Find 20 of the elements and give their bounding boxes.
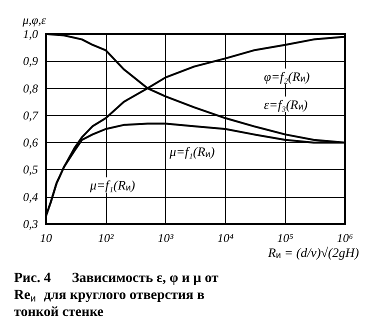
annotation: μ=f₁(Rи) [89, 178, 136, 192]
y-tick-label: 0,4 [23, 190, 38, 204]
y-tick-label: 0,5 [23, 162, 38, 177]
x-tick-label: 10³ [158, 231, 174, 245]
x-tick-label: 10⁵ [277, 231, 294, 245]
y-tick-label: 0,3 [23, 217, 38, 231]
x-axis-title: Rи = (d/ν)√(2gH) [266, 245, 360, 260]
x-tick-label: 10² [98, 231, 114, 245]
annotation: μ=f₁(Rи) [168, 144, 215, 160]
y-tick-label: 0,6 [23, 136, 38, 150]
y-tick-label: 1,0 [23, 27, 38, 41]
y-axis-title: μ,φ,ε [22, 13, 46, 27]
x-tick-label: 10⁴ [217, 231, 234, 245]
y-tick-label: 0,7 [23, 108, 39, 122]
annotation: φ=f₂(Rи) [264, 68, 310, 84]
annotation: ε=f₃(Rи) [264, 96, 308, 112]
x-tick-label: 10⁶ [336, 231, 354, 245]
y-tick-label: 0,8 [23, 81, 38, 96]
x-tick-label: 10 [40, 231, 52, 245]
y-tick-label: 0,9 [23, 54, 38, 68]
